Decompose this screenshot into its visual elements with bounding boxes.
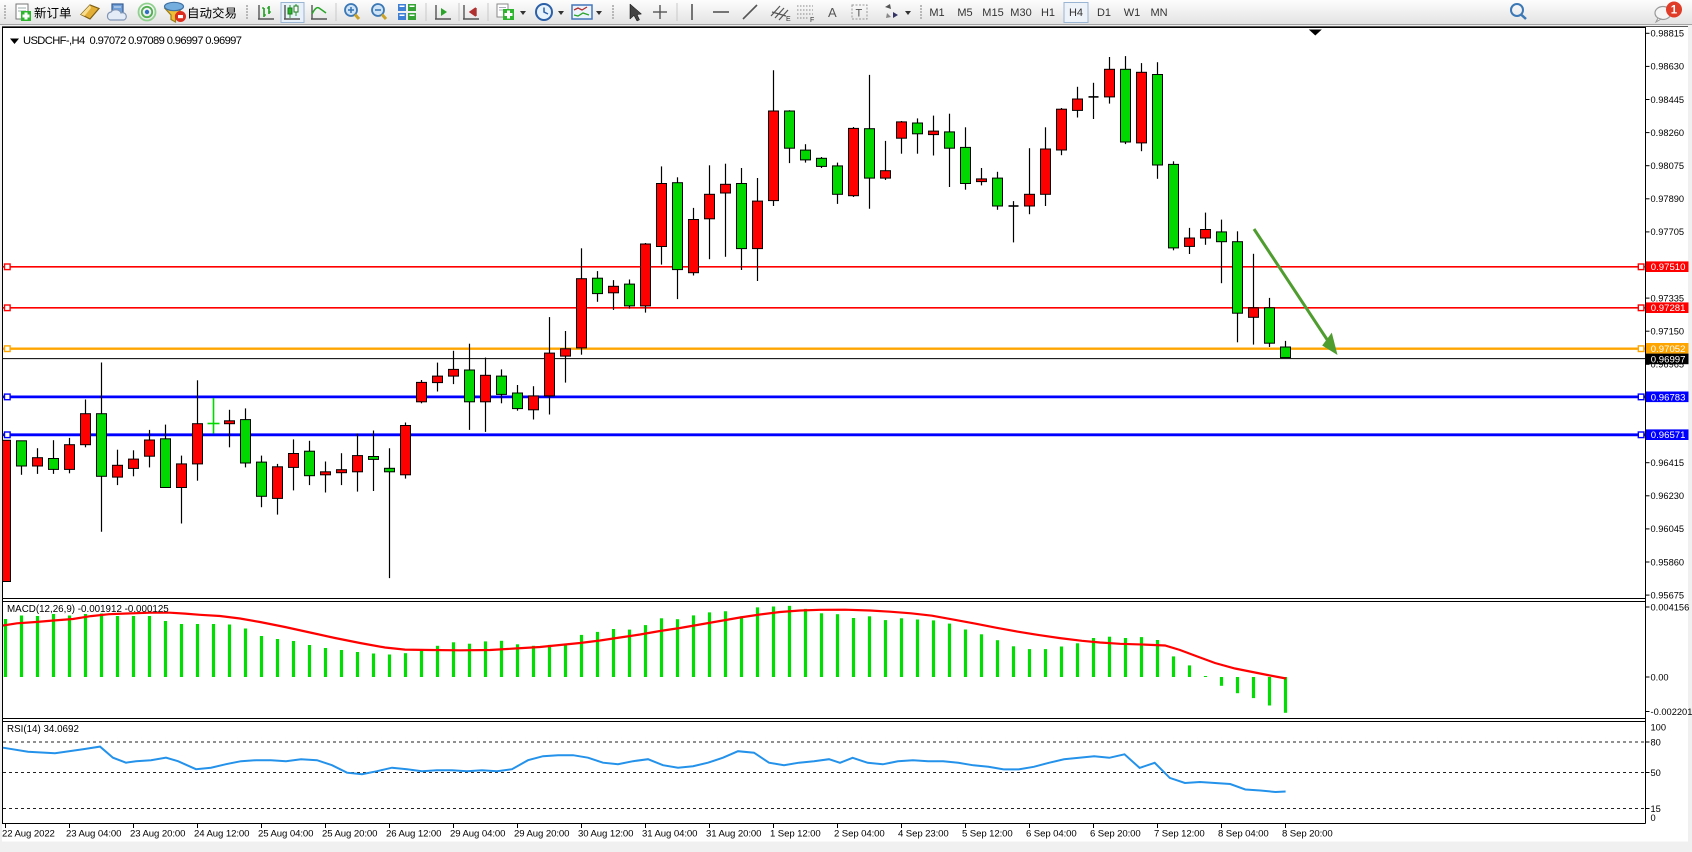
svg-text:-0.002201: -0.002201	[1651, 707, 1692, 717]
svg-text:F: F	[810, 17, 814, 24]
svg-text:T: T	[856, 8, 863, 20]
svg-text:5 Sep 12:00: 5 Sep 12:00	[962, 829, 1013, 840]
svg-text:2 Sep 04:00: 2 Sep 04:00	[834, 829, 885, 840]
svg-text:W1: W1	[1124, 7, 1141, 19]
svg-text:0.98260: 0.98260	[1651, 128, 1685, 138]
svg-text:0.97705: 0.97705	[1651, 227, 1685, 237]
svg-text:50: 50	[1651, 768, 1661, 778]
svg-text:D1: D1	[1097, 7, 1111, 19]
svg-text:M30: M30	[1010, 7, 1031, 19]
svg-text:100: 100	[1651, 722, 1667, 732]
svg-text:0.97052: 0.97052	[1651, 344, 1686, 355]
svg-text:0.96783: 0.96783	[1651, 392, 1686, 403]
svg-text:6 Sep 04:00: 6 Sep 04:00	[1026, 829, 1077, 840]
svg-text:23 Aug 20:00: 23 Aug 20:00	[130, 829, 185, 840]
svg-text:M15: M15	[982, 7, 1003, 19]
svg-text:0.96997: 0.96997	[1651, 354, 1686, 365]
svg-text:H4: H4	[1069, 7, 1083, 19]
svg-text:0.98815: 0.98815	[1651, 29, 1685, 39]
svg-text:0.97890: 0.97890	[1651, 194, 1685, 204]
svg-text:1 Sep 12:00: 1 Sep 12:00	[770, 829, 821, 840]
svg-text:30 Aug 12:00: 30 Aug 12:00	[578, 829, 633, 840]
svg-text:8 Sep 20:00: 8 Sep 20:00	[1282, 829, 1333, 840]
svg-text:1: 1	[1671, 5, 1678, 17]
svg-text:31 Aug 20:00: 31 Aug 20:00	[706, 829, 761, 840]
svg-text:0.00: 0.00	[1651, 672, 1669, 682]
svg-text:22 Aug 2022: 22 Aug 2022	[2, 829, 55, 840]
svg-text:7 Sep 12:00: 7 Sep 12:00	[1154, 829, 1205, 840]
svg-text:0.98075: 0.98075	[1651, 161, 1685, 171]
svg-text:6 Sep 20:00: 6 Sep 20:00	[1090, 829, 1141, 840]
svg-text:0.96230: 0.96230	[1651, 491, 1685, 501]
svg-text:RSI(14) 34.0692: RSI(14) 34.0692	[7, 724, 79, 735]
svg-text:MACD(12,26,9) -0.001912 -0.000: MACD(12,26,9) -0.001912 -0.000125	[7, 604, 169, 615]
svg-text:29 Aug 04:00: 29 Aug 04:00	[450, 829, 505, 840]
svg-text:0.004156: 0.004156	[1651, 602, 1690, 612]
svg-text:24 Aug 12:00: 24 Aug 12:00	[194, 829, 249, 840]
svg-text:31 Aug 04:00: 31 Aug 04:00	[642, 829, 697, 840]
svg-text:M1: M1	[929, 7, 944, 19]
svg-text:8 Sep 04:00: 8 Sep 04:00	[1218, 829, 1269, 840]
svg-text:0.96045: 0.96045	[1651, 524, 1685, 534]
svg-text:H1: H1	[1041, 7, 1055, 19]
svg-text:0.97335: 0.97335	[1651, 293, 1685, 303]
svg-text:0.96415: 0.96415	[1651, 458, 1685, 468]
svg-text:25 Aug 20:00: 25 Aug 20:00	[322, 829, 377, 840]
svg-text:23 Aug 04:00: 23 Aug 04:00	[66, 829, 121, 840]
svg-text:E: E	[786, 16, 791, 23]
svg-text:0.97150: 0.97150	[1651, 327, 1685, 337]
svg-text:80: 80	[1651, 737, 1661, 747]
svg-text:0.97281: 0.97281	[1651, 303, 1686, 314]
svg-text:0.98445: 0.98445	[1651, 95, 1685, 105]
svg-text:4 Sep 23:00: 4 Sep 23:00	[898, 829, 949, 840]
svg-text:26 Aug 12:00: 26 Aug 12:00	[386, 829, 441, 840]
svg-text:MN: MN	[1150, 7, 1167, 19]
svg-text:0.95675: 0.95675	[1651, 590, 1685, 600]
svg-text:A: A	[828, 5, 837, 20]
svg-text:0.97510: 0.97510	[1651, 262, 1686, 273]
svg-text:29 Aug 20:00: 29 Aug 20:00	[514, 829, 569, 840]
svg-text:0.98630: 0.98630	[1651, 62, 1685, 72]
svg-text:0: 0	[1651, 813, 1656, 823]
svg-text:0.96571: 0.96571	[1651, 430, 1686, 441]
svg-text:USDCHF-,H4 0.97072 0.97089 0.: USDCHF-,H4 0.97072 0.97089 0.96997 0.969…	[23, 35, 242, 47]
svg-text:M5: M5	[957, 7, 972, 19]
svg-text:0.95860: 0.95860	[1651, 557, 1685, 567]
svg-text:25 Aug 04:00: 25 Aug 04:00	[258, 829, 313, 840]
